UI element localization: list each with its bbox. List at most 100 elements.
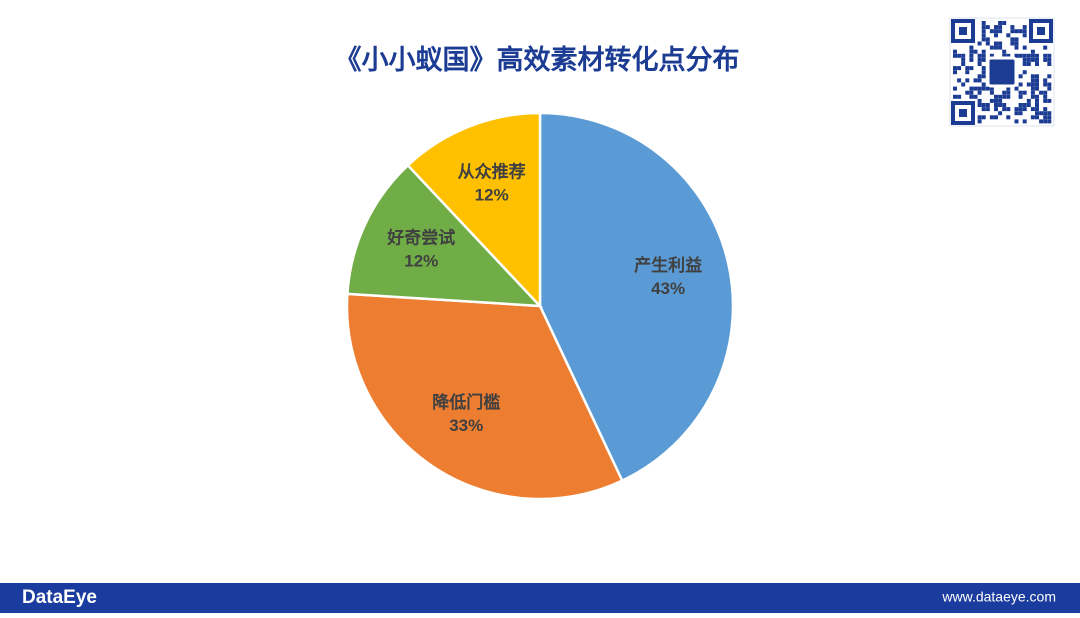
qr-dot xyxy=(998,111,1003,116)
qr-dot xyxy=(1030,57,1035,62)
qr-dot xyxy=(985,25,990,30)
qr-dot xyxy=(1010,37,1015,42)
slice-value-label: 43% xyxy=(651,279,685,298)
qr-dot xyxy=(1035,82,1039,87)
qr-dot xyxy=(973,86,978,91)
qr-dot xyxy=(1030,107,1035,112)
qr-dot xyxy=(998,25,1003,30)
qr-dot xyxy=(953,70,957,75)
qr-dot xyxy=(953,53,957,58)
qr-dot xyxy=(1014,107,1019,112)
qr-dot xyxy=(977,78,982,83)
qr-dot xyxy=(981,103,986,107)
qr-dot xyxy=(981,33,986,38)
qr-dot xyxy=(977,90,982,95)
qr-dot xyxy=(994,94,998,99)
qr-dot xyxy=(1018,82,1023,87)
qr-dot xyxy=(1014,86,1019,91)
qr-dot xyxy=(1035,62,1039,66)
qr-dot xyxy=(1022,90,1027,95)
qr-dot xyxy=(1030,53,1035,58)
qr-dot xyxy=(1002,90,1007,95)
qr-dot xyxy=(965,70,970,75)
qr-dot xyxy=(1039,119,1044,124)
qr-dot xyxy=(1014,41,1019,46)
qr-dot xyxy=(994,33,998,38)
slice-value-label: 12% xyxy=(404,252,438,271)
qr-dot xyxy=(1014,37,1019,42)
qr-dot xyxy=(973,94,978,99)
qr-dot xyxy=(953,49,957,54)
qr-dot xyxy=(969,45,974,50)
pie-slice xyxy=(345,292,624,501)
qr-dot xyxy=(1018,94,1023,99)
qr-dot xyxy=(985,41,990,46)
qr-dot xyxy=(1035,107,1039,112)
qr-dot xyxy=(1043,78,1048,83)
qr-dot xyxy=(973,78,978,83)
qr-dot xyxy=(1035,103,1039,107)
qr-dot xyxy=(1047,74,1052,79)
qr-dot xyxy=(969,53,974,58)
qr-dot xyxy=(1035,98,1039,103)
qr-dot xyxy=(985,103,990,107)
qr-dot xyxy=(1030,49,1035,54)
qr-dot xyxy=(977,53,982,58)
qr-dot xyxy=(1035,111,1039,116)
qr-dot xyxy=(1002,103,1007,107)
qr-dot xyxy=(977,74,982,79)
qr-dot xyxy=(1022,33,1027,38)
pie-slice xyxy=(346,163,544,308)
qr-dot xyxy=(994,41,998,46)
qr-dot xyxy=(1014,119,1019,124)
qr-dot xyxy=(1030,90,1035,95)
qr-dot xyxy=(981,70,986,75)
qr-dot xyxy=(981,66,986,71)
qr-dot xyxy=(969,86,974,91)
qr-dot xyxy=(1030,78,1035,83)
qr-dot xyxy=(1043,119,1048,124)
qr-dot xyxy=(1035,94,1039,99)
qr-dot xyxy=(1039,111,1044,116)
qr-dot xyxy=(977,115,982,120)
qr-dot xyxy=(1022,62,1027,66)
qr-dot xyxy=(1026,98,1031,103)
qr-dot xyxy=(1030,115,1035,120)
qr-dot xyxy=(1047,62,1052,66)
qr-dot xyxy=(985,86,990,91)
qr-dot xyxy=(1006,53,1011,58)
qr-dot xyxy=(994,98,998,103)
qr-dot xyxy=(989,45,994,50)
qr-dot xyxy=(1002,21,1007,25)
qr-dot xyxy=(1030,74,1035,79)
qr-dot xyxy=(985,37,990,42)
slice-category-label: 从众推荐 xyxy=(458,161,526,181)
qr-dot xyxy=(1043,45,1048,50)
qr-dot xyxy=(977,86,982,91)
qr-dot xyxy=(1002,94,1007,99)
qr-dot xyxy=(1043,82,1048,87)
qr-dot xyxy=(981,74,986,79)
qr-dot xyxy=(981,82,986,87)
qr-dot xyxy=(1018,74,1023,79)
qr-dot xyxy=(1018,29,1023,34)
qr-dot xyxy=(1030,86,1035,91)
qr-dot xyxy=(981,25,986,30)
qr-dot xyxy=(998,29,1003,34)
slice-category-label: 产生利益 xyxy=(634,255,702,275)
qr-dot xyxy=(998,45,1003,50)
qr-dot xyxy=(989,53,994,58)
qr-dot xyxy=(969,66,974,71)
qr-dot xyxy=(1035,78,1039,83)
qr-dot xyxy=(1014,29,1019,34)
qr-dot xyxy=(977,41,982,46)
qr-dot xyxy=(981,49,986,54)
qr-dot xyxy=(1006,86,1011,91)
qr-dot xyxy=(1030,94,1035,99)
qr-dot xyxy=(1047,82,1052,87)
qr-dot xyxy=(998,98,1003,103)
qr-dot xyxy=(1014,53,1019,58)
qr-dot xyxy=(989,29,994,34)
qr-dot xyxy=(977,98,982,103)
qr-dot xyxy=(1047,119,1052,124)
